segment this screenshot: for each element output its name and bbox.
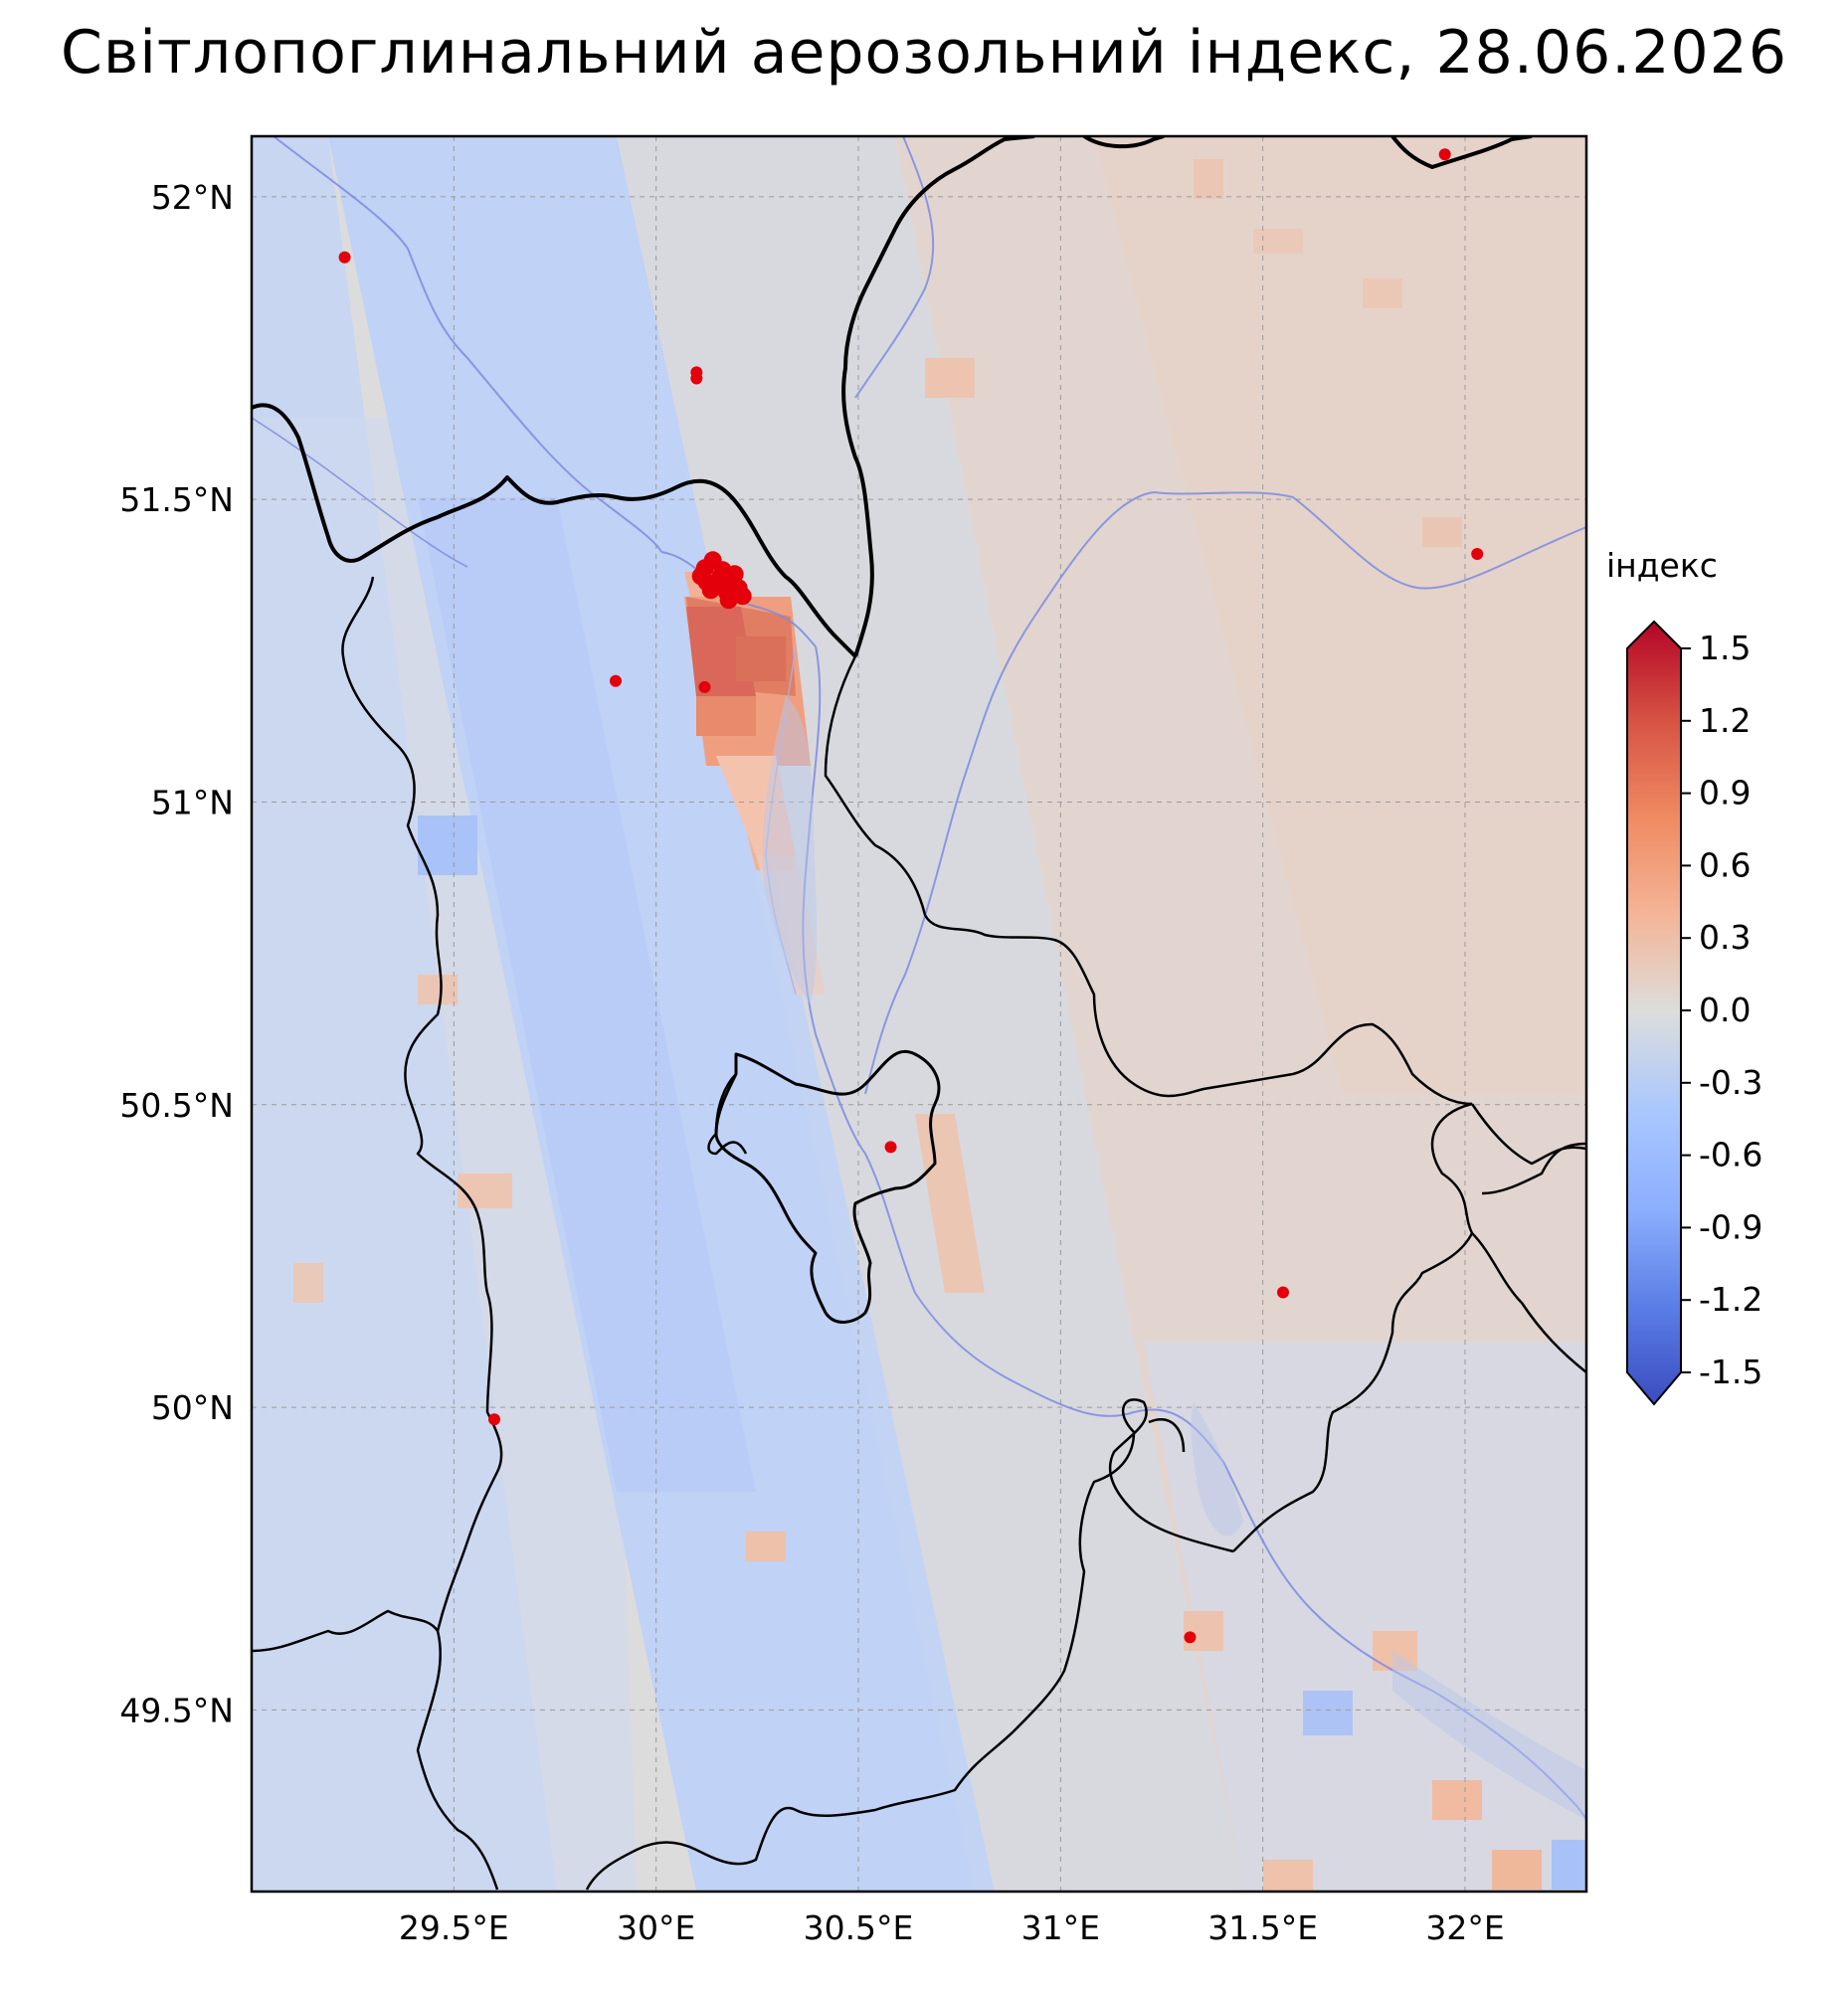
- colorbar-gradient: [1626, 620, 1682, 1406]
- lat-tick-label: 50.5°N: [119, 1086, 234, 1125]
- map-title: Світлопоглинальний аерозольний індекс, 2…: [60, 18, 1788, 88]
- oblast-border-kyiv-southwest: [416, 1630, 499, 1891]
- state-border-belarus-east: [841, 136, 1035, 657]
- river-pripyat-east: [660, 551, 817, 647]
- oblast-border-far-east: [1470, 1103, 1586, 1166]
- lon-tick-label: 29.5°E: [399, 1908, 509, 1947]
- river-dnieper-north: [854, 136, 935, 399]
- fire-point: [1277, 1286, 1289, 1299]
- map-frame: [250, 134, 1588, 1894]
- fire-point: [1184, 1631, 1197, 1644]
- lat-tick-label: 51°N: [151, 783, 234, 821]
- fire-cluster-point: [711, 567, 730, 586]
- fire-point: [1438, 148, 1451, 161]
- oblast-border-zhytomyr-kyiv: [341, 576, 503, 1632]
- fire-point: [488, 1413, 500, 1426]
- kaniv-reservoir-fill: [1191, 1402, 1243, 1537]
- kremenchuk-reservoir-fill: [1392, 1651, 1586, 1820]
- colorbar-tick-label: -0.9: [1699, 1207, 1762, 1246]
- river-desna: [864, 490, 1586, 1095]
- colorbar-tick-label: -1.2: [1699, 1280, 1762, 1319]
- reservoirs: [762, 696, 1586, 1820]
- kyiv-city-border: [714, 1049, 941, 1324]
- fire-point: [884, 1141, 897, 1154]
- oblast-border-zhytomyr-south: [252, 1609, 440, 1653]
- oblast-border-kyiv-south: [585, 1398, 1234, 1891]
- colorbar-tick-label: -0.6: [1699, 1136, 1762, 1175]
- lat-tick-label: 49.5°N: [119, 1691, 234, 1729]
- aerosol-index-field: [252, 136, 1586, 1892]
- fire-point: [610, 674, 622, 687]
- rivers: [252, 136, 1586, 1821]
- river-pripyat-north: [273, 136, 662, 553]
- state-border-belarus: [252, 403, 857, 658]
- kyiv-city-west-spur: [707, 1073, 748, 1156]
- colorbar-tick-label: 0.0: [1699, 991, 1751, 1029]
- fire-point: [1471, 547, 1484, 560]
- fire-cluster-point: [701, 581, 720, 600]
- colorbar-label: індекс: [1606, 546, 1718, 585]
- river-dnieper-main: [802, 645, 1586, 1821]
- lon-tick-label: 32°E: [1425, 1908, 1504, 1947]
- lon-tick-label: 31.5°E: [1207, 1908, 1318, 1947]
- colorbar-ticks: 1.5 1.2 0.9 0.6 0.3 0.0 -0.3 -0.6 -0.9 -1.2 -1.5: [1681, 629, 1762, 1391]
- fire-points: [338, 148, 1484, 1644]
- river-teteriv: [252, 417, 468, 568]
- latitude-tick-labels: 52°N 51.5°N 51°N 50.5°N 50°N 49.5°N: [119, 178, 234, 1730]
- lat-tick-label: 52°N: [151, 178, 234, 217]
- oblast-border-kyiv-poltava: [1232, 1102, 1474, 1552]
- bila-tserkva-border: [1148, 1418, 1186, 1453]
- gridlines: [252, 136, 1586, 1892]
- lon-tick-label: 30.5°E: [804, 1908, 914, 1947]
- fire-point: [698, 680, 711, 693]
- lon-tick-label: 31°E: [1021, 1908, 1100, 1947]
- state-border-north-ne: [1082, 136, 1165, 149]
- colorbar-tick-label: 0.3: [1699, 918, 1751, 957]
- colorbar-tick-label: 0.9: [1699, 774, 1751, 813]
- oblast-border-kyiv-chernihiv: [824, 655, 1473, 1106]
- fire-point: [338, 251, 351, 264]
- region-borders: [252, 136, 1586, 1891]
- colorbar-tick-label: -1.5: [1699, 1353, 1762, 1391]
- fire-cluster-point: [733, 587, 752, 606]
- longitude-tick-labels: 29.5°E 30°E 30.5°E 31°E 31.5°E 32°E: [399, 1908, 1505, 1947]
- fire-cluster-point: [725, 565, 744, 584]
- oblast-border-east: [1471, 1232, 1586, 1373]
- lon-tick-label: 30°E: [617, 1908, 695, 1947]
- kyiv-reservoir: [765, 645, 797, 995]
- fire-point: [690, 372, 703, 385]
- fire-cluster-point: [691, 567, 710, 586]
- colorbar-tick-label: 0.6: [1699, 845, 1751, 884]
- colorbar: індекс 1.5 1.2 0.9 0.6 0.3 0.0 -0.3 -0.6 -0.9 -1.…: [1606, 546, 1762, 1406]
- kyiv-reservoir-fill: [762, 696, 818, 1004]
- colorbar-tick-label: 1.2: [1699, 701, 1751, 740]
- fire-cluster-point: [719, 591, 738, 610]
- state-border-northeast: [1390, 136, 1533, 169]
- lat-tick-label: 50°N: [151, 1388, 234, 1427]
- lat-tick-label: 51.5°N: [119, 480, 234, 519]
- colorbar-tick-label: -0.3: [1699, 1063, 1762, 1102]
- colorbar-tick-label: 1.5: [1699, 629, 1751, 667]
